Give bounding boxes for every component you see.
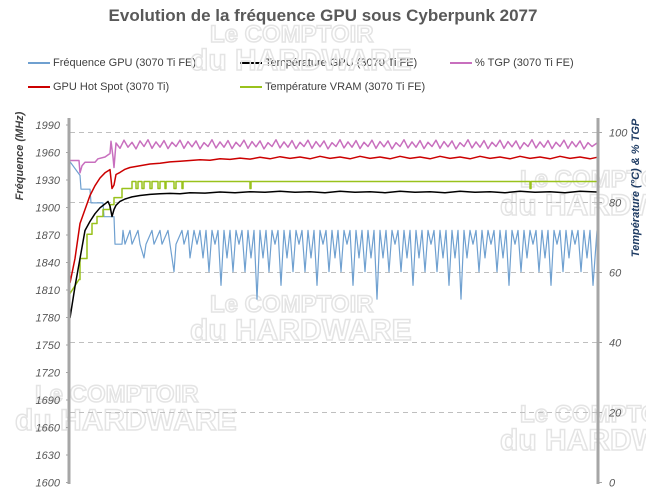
legend-item-frequence-gpu: Fréquence GPU (3070 Ti FE) <box>28 57 196 69</box>
left-tick-label: 1810 <box>36 285 61 297</box>
left-tick-label: 1750 <box>36 340 61 352</box>
left-tick-label: 1870 <box>36 230 61 242</box>
left-tick-label: 1690 <box>36 395 61 407</box>
watermark-text: Le COMPTOIR <box>35 381 199 408</box>
legend-label: Fréquence GPU (3070 Ti FE) <box>53 57 197 69</box>
left-tick-label: 1720 <box>36 368 61 380</box>
left-tick-label: 1990 <box>36 120 61 132</box>
left-tick-label: 1660 <box>36 423 61 435</box>
series-line-0 <box>69 161 598 300</box>
right-tick-label: 80 <box>609 198 622 210</box>
right-tick-label: 40 <box>609 338 622 350</box>
legend-swatch <box>240 86 262 88</box>
legend-swatch <box>240 62 262 64</box>
legend-item-temperature-gpu: Température GPU (3070 Ti FE) <box>240 57 417 69</box>
legend-item-temperature-vram: Température VRAM (3070 Ti FE) <box>240 81 425 93</box>
watermark-text: du HARDWARE <box>500 424 646 457</box>
right-tick-label: 100 <box>609 128 628 140</box>
right-axis-title: Température (°C) & % TGP <box>630 118 642 258</box>
series-line-3 <box>69 155 598 284</box>
chart-title: Evolution de la fréquence GPU sous Cyber… <box>108 6 538 25</box>
left-tick-label: 1900 <box>36 203 61 215</box>
legend-swatch <box>28 86 50 88</box>
watermark-text: Le COMPTOIR <box>210 21 374 48</box>
legend-item-tgp: % TGP (3070 Ti FE) <box>450 57 574 69</box>
legend-label: GPU Hot Spot (3070 Ti) <box>53 81 170 93</box>
left-tick-label: 1600 <box>36 478 61 490</box>
watermark-text: Le COMPTOIR <box>210 291 374 318</box>
left-tick-label: 1780 <box>36 313 61 325</box>
series-lines <box>69 139 598 319</box>
right-tick-label: 60 <box>609 268 622 280</box>
legend-swatch <box>28 62 50 64</box>
watermark-text: Le COMPTOIR <box>520 401 646 428</box>
series-line-2 <box>70 139 598 174</box>
left-tick-label: 1930 <box>36 175 61 187</box>
legend-label: Température VRAM (3070 Ti FE) <box>265 81 426 93</box>
watermark-text: Le COMPTOIR <box>520 166 646 193</box>
legend-swatch <box>450 62 472 64</box>
watermark-text: du HARDWARE <box>190 44 412 77</box>
left-tick-label: 1960 <box>36 148 61 160</box>
left-tick-label: 1840 <box>36 258 61 270</box>
series-line-1 <box>69 190 598 319</box>
watermark-text: du HARDWARE <box>500 189 646 222</box>
gridlines <box>70 132 597 413</box>
left-tick-label: 1630 <box>36 450 61 462</box>
tick-labels: 1600 1630 1660 1690 1720 1750 1780 1810 1840 1870… <box>36 120 629 490</box>
right-tick-label: 20 <box>608 408 622 420</box>
series-line-4 <box>69 180 597 294</box>
legend-label: Température GPU (3070 Ti FE) <box>265 57 418 69</box>
right-tick-label: 0 <box>609 478 616 490</box>
legend-label: % TGP (3070 Ti FE) <box>475 57 574 69</box>
left-axis-title: Fréquence (MHz) <box>14 111 26 201</box>
watermark-text: du HARDWARE <box>15 404 237 437</box>
legend-item-gpu-hot-spot: GPU Hot Spot (3070 Ti) <box>28 81 169 93</box>
